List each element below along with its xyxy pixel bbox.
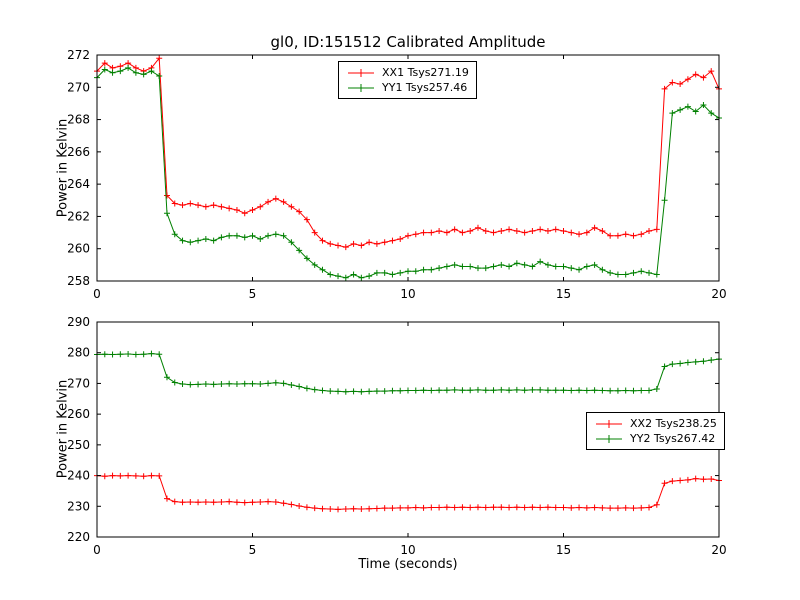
y-tick-label: 230 [67,499,90,513]
y-tick-label: 266 [67,145,90,159]
x-tick-label: 20 [711,287,726,301]
red-line-marker-icon [596,419,622,428]
series-xx2 [94,472,722,513]
bottom-plot: 0 5 10 15 20 220 230 240 250 260 270 280 290 [67,315,727,557]
x-tick-label: 20 [711,543,726,557]
x-tick-label: 10 [400,287,415,301]
y-tick-label: 268 [67,113,90,127]
y-tick-label: 250 [67,438,90,452]
y-tick-label: 260 [67,407,90,421]
legend-label-xx1: XX1 Tsys271.19 [382,66,469,79]
x-tick-label: 15 [556,543,571,557]
x-tick-label: 5 [249,287,257,301]
legend-entry-xx1: XX1 Tsys271.19 [346,65,469,80]
y-tick-label: 258 [67,274,90,288]
top-legend: XX1 Tsys271.19 YY1 Tsys257.46 [338,61,477,99]
legend-entry-xx2: XX2 Tsys238.25 [594,416,717,431]
y-tick-label: 260 [67,242,90,256]
figure-title: gl0, ID:151512 Calibrated Amplitude [270,33,546,51]
green-line-marker-icon [596,434,622,443]
x-tick-label: 0 [93,287,101,301]
bottom-legend: XX2 Tsys238.25 YY2 Tsys267.42 [586,412,725,450]
legend-label-yy2: YY2 Tsys267.42 [630,432,716,445]
x-tick-label: 10 [400,543,415,557]
red-line-marker-icon [348,68,374,77]
x-tick-label: 15 [556,287,571,301]
y-tick-label: 290 [67,315,90,329]
y-tick-label: 280 [67,346,90,360]
top-plot: 0 5 10 15 20 258 260 262 264 266 268 270 272 [67,48,727,301]
legend-entry-yy1: YY1 Tsys257.46 [346,80,469,95]
x-tick-label: 0 [93,543,101,557]
y-tick-label: 262 [67,209,90,223]
x-axis-label: Time (seconds) [358,557,458,572]
y-tick-label: 270 [67,376,90,390]
legend-label-xx2: XX2 Tsys238.25 [630,417,717,430]
legend-entry-yy2: YY2 Tsys267.42 [594,431,717,446]
green-line-marker-icon [348,83,374,92]
y-tick-label: 270 [67,80,90,94]
y-tick-label: 264 [67,177,90,191]
y-tick-label: 272 [67,48,90,62]
y-tick-label: 240 [67,469,90,483]
legend-label-yy1: YY1 Tsys257.46 [382,81,468,94]
y-tick-label: 220 [67,530,90,544]
x-tick-label: 5 [249,543,257,557]
